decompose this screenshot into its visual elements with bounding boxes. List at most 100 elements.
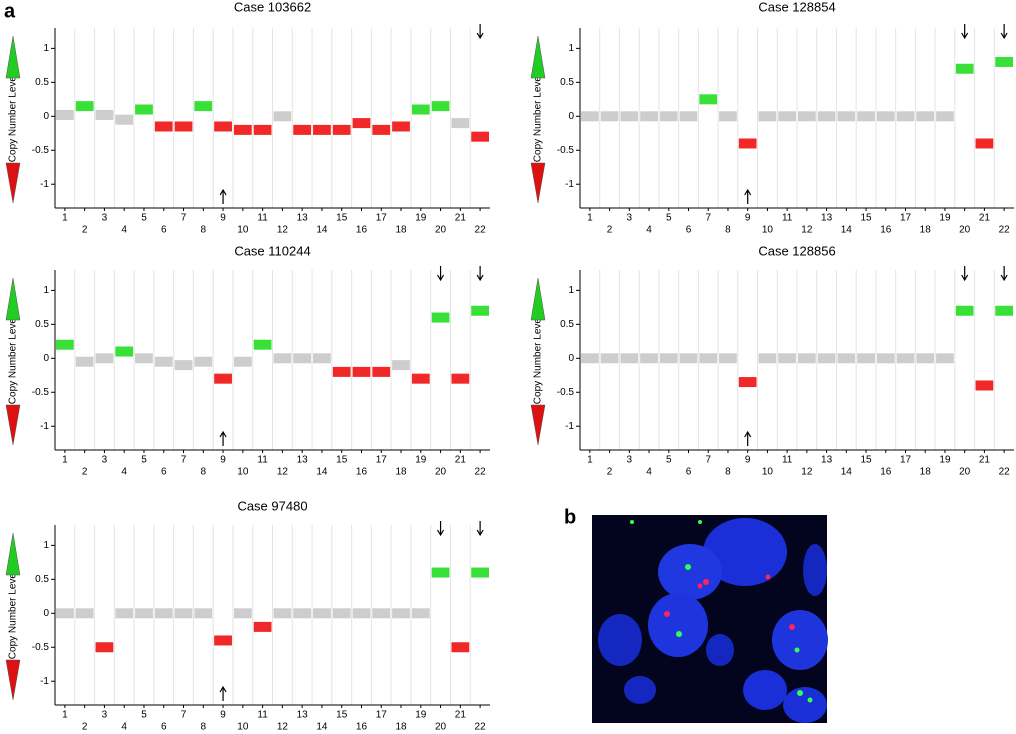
segment <box>659 111 678 122</box>
x-tick-label: 17 <box>900 213 912 224</box>
y-tick-label: -0.5 <box>32 642 50 653</box>
segment <box>372 366 391 377</box>
y-tick-label: 1 <box>43 285 49 296</box>
x-tick-label: 15 <box>336 455 348 466</box>
gain-icon <box>530 35 546 79</box>
x-tick-label: 11 <box>257 710 268 721</box>
x-tick-label: 16 <box>880 225 892 236</box>
x-tick-label: 4 <box>646 225 652 236</box>
x-tick-label: 21 <box>455 710 467 721</box>
x-tick-label: 14 <box>316 722 328 733</box>
segment <box>431 312 450 323</box>
segment <box>837 353 856 364</box>
gain-icon <box>5 277 21 321</box>
segment <box>581 111 599 122</box>
segment <box>332 124 351 135</box>
chart-title: Case 97480 <box>237 498 307 513</box>
x-tick-label: 20 <box>435 467 447 478</box>
x-tick-label: 17 <box>376 213 388 224</box>
y-tick-label: -0.5 <box>557 145 575 156</box>
x-tick-label: 1 <box>62 455 68 466</box>
x-tick-label: 11 <box>782 455 793 466</box>
segment <box>273 111 292 122</box>
x-tick-label: 20 <box>435 722 447 733</box>
segment <box>431 101 450 112</box>
segment <box>313 353 331 364</box>
loss-icon <box>530 404 546 446</box>
segment <box>154 356 173 367</box>
segment <box>876 111 895 122</box>
x-tick-label: 6 <box>161 467 167 478</box>
segment <box>975 380 994 391</box>
segment <box>154 121 173 132</box>
x-tick-label: 21 <box>979 455 991 466</box>
segment <box>471 131 489 142</box>
segment <box>154 608 173 619</box>
y-tick-label: 1 <box>43 43 49 54</box>
x-tick-label: 14 <box>841 467 853 478</box>
y-tick-label: 0 <box>568 353 574 364</box>
x-tick-label: 7 <box>705 213 711 224</box>
x-tick-label: 19 <box>415 710 427 721</box>
x-tick-label: 1 <box>62 710 68 721</box>
x-tick-label: 18 <box>920 225 932 236</box>
segment <box>857 353 875 364</box>
segment <box>135 353 153 364</box>
segment <box>392 360 410 371</box>
x-tick-label: 7 <box>705 455 711 466</box>
segment <box>411 104 430 115</box>
segment <box>817 353 836 364</box>
x-tick-label: 15 <box>860 455 872 466</box>
x-tick-label: 3 <box>102 455 108 466</box>
segment <box>313 608 331 619</box>
segment <box>135 608 153 619</box>
segment <box>451 118 470 129</box>
x-tick-label: 11 <box>782 213 793 224</box>
segment <box>115 608 134 619</box>
x-tick-label: 10 <box>237 225 249 236</box>
x-tick-label: 14 <box>841 225 853 236</box>
segment <box>896 353 915 364</box>
segment <box>273 608 292 619</box>
arrow <box>961 266 969 282</box>
loss-icon <box>5 162 21 204</box>
x-tick-label: 20 <box>435 225 447 236</box>
segment <box>214 373 232 384</box>
x-tick-label: 10 <box>237 467 249 478</box>
x-tick-label: 4 <box>121 225 127 236</box>
segment <box>995 305 1013 316</box>
x-tick-label: 9 <box>220 213 226 224</box>
y-tick-label: -1 <box>40 179 49 190</box>
y-tick-label: -0.5 <box>32 145 50 156</box>
x-tick-label: 1 <box>62 213 68 224</box>
x-tick-label: 8 <box>201 467 207 478</box>
x-tick-label: 13 <box>821 213 833 224</box>
segment <box>876 353 895 364</box>
arrow <box>476 24 484 40</box>
segment <box>56 608 74 619</box>
x-tick-label: 8 <box>201 225 207 236</box>
segment <box>936 111 954 122</box>
x-tick-label: 17 <box>376 710 388 721</box>
x-tick-label: 13 <box>297 455 309 466</box>
segment <box>679 111 698 122</box>
segment <box>293 124 312 135</box>
segment <box>659 353 678 364</box>
segment <box>955 305 974 316</box>
segment <box>174 608 193 619</box>
segment <box>471 305 489 316</box>
x-tick-label: 2 <box>82 225 88 236</box>
arrow <box>744 430 752 446</box>
arrow <box>437 266 445 282</box>
arrow <box>476 521 484 537</box>
x-tick-label: 6 <box>686 467 692 478</box>
x-tick-label: 19 <box>939 455 951 466</box>
segment <box>392 608 410 619</box>
x-tick-label: 12 <box>801 225 813 236</box>
segment <box>75 101 94 112</box>
segment <box>115 114 134 125</box>
x-tick-label: 17 <box>376 455 388 466</box>
segment <box>798 353 816 364</box>
x-tick-label: 21 <box>455 455 467 466</box>
x-tick-label: 16 <box>356 467 368 478</box>
